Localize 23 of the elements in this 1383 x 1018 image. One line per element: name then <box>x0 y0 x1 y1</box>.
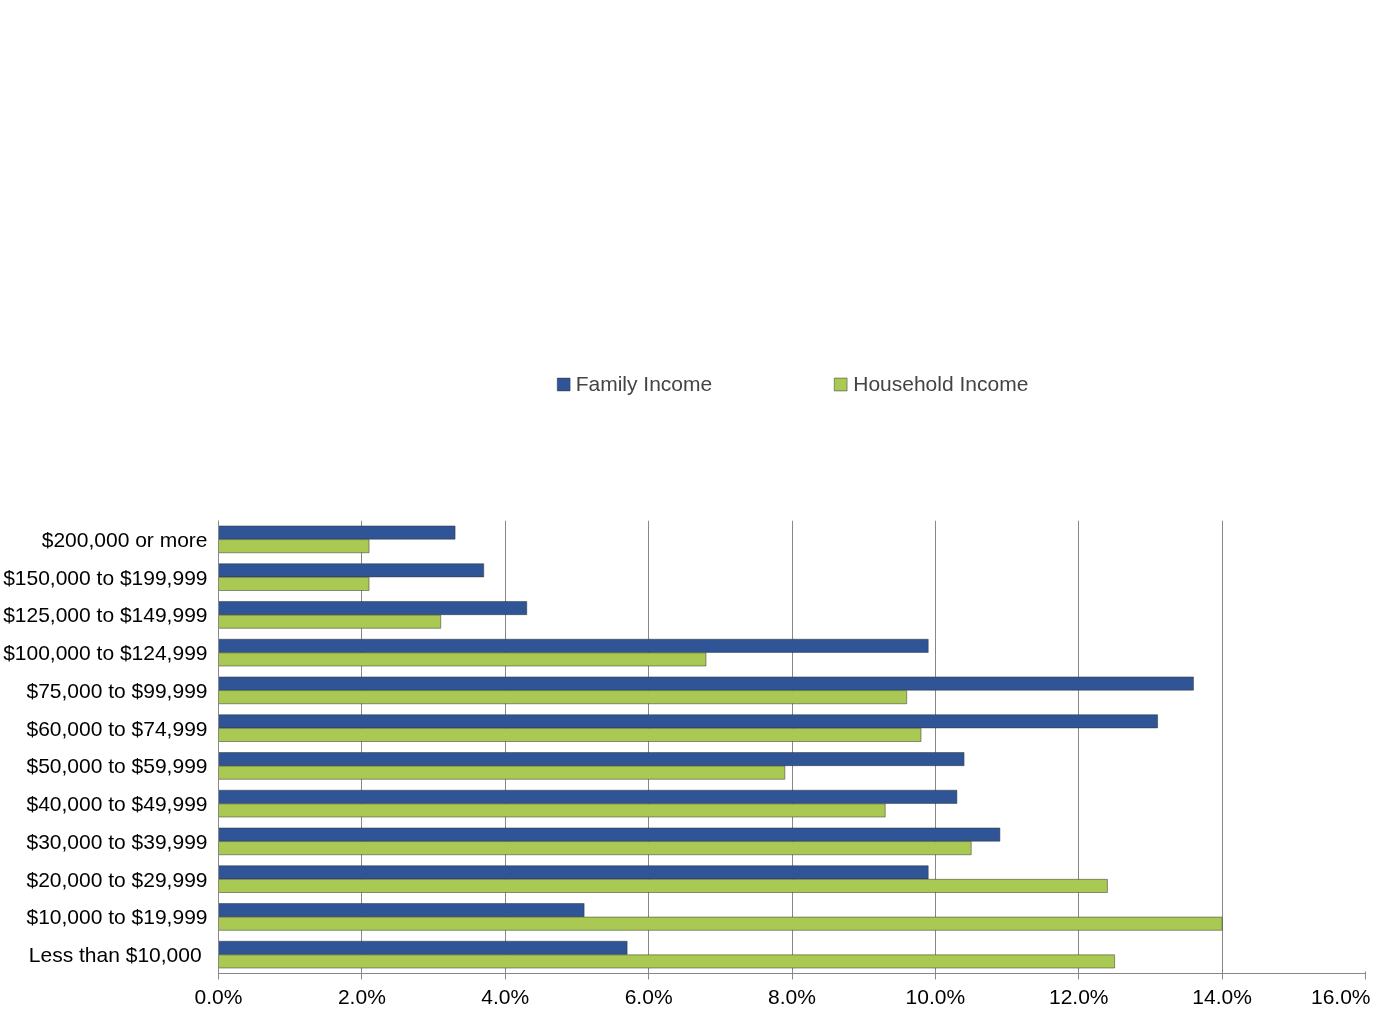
y-tick-label: $150,000 to $199,999 <box>3 565 208 589</box>
x-tick-label: 16.0% <box>1310 984 1371 1008</box>
x-tick-label: 2.0% <box>337 984 386 1008</box>
y-tick-label: $20,000 to $29,999 <box>26 867 208 891</box>
y-tick-label: $30,000 to $39,999 <box>26 829 208 853</box>
y-tick-label: $60,000 to $74,999 <box>26 716 208 740</box>
y-tick-label: $200,000 or more <box>41 527 208 551</box>
y-tick-label: $50,000 to $59,999 <box>26 754 208 778</box>
x-tick-label: 6.0% <box>624 984 673 1008</box>
y-tick-label: $75,000 to $99,999 <box>26 678 208 702</box>
legend-label: Family Income <box>575 372 713 396</box>
y-tick-label: $125,000 to $149,999 <box>3 603 208 627</box>
x-tick-label: 0.0% <box>194 984 243 1008</box>
x-tick-label: 4.0% <box>481 984 530 1008</box>
x-tick-label: 10.0% <box>905 984 966 1008</box>
y-tick-label: $10,000 to $19,999 <box>26 905 208 929</box>
y-tick-label: $40,000 to $49,999 <box>26 792 208 816</box>
legend-label: Household Income <box>853 372 1029 396</box>
x-tick-label: 8.0% <box>768 984 816 1008</box>
x-tick-label: 12.0% <box>1048 984 1109 1008</box>
y-tick-label: Less than $10,000 <box>28 943 202 967</box>
x-tick-label: 14.0% <box>1192 984 1252 1008</box>
y-tick-label: $100,000 to $124,999 <box>3 641 208 665</box>
